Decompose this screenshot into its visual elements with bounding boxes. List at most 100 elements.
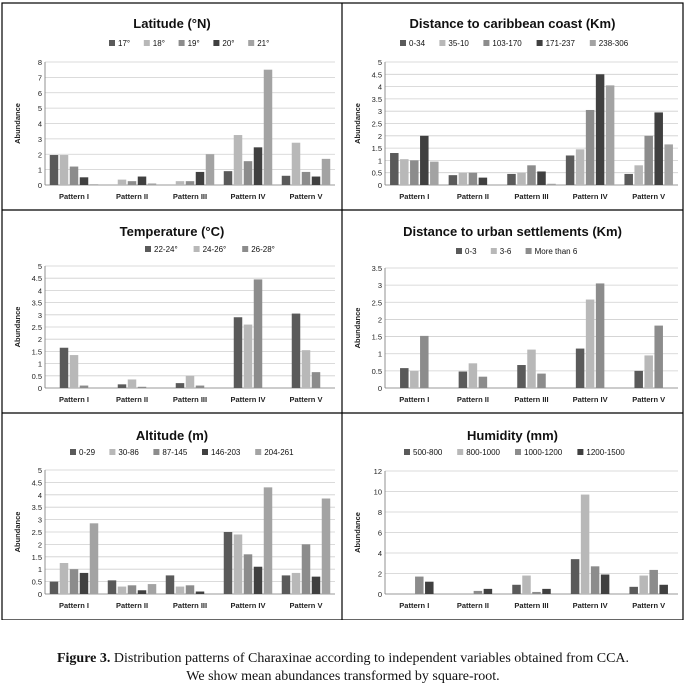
bar-pattern-iii-24-26 [185,375,195,388]
chart-title: Distance to caribbean coast (Km) [410,16,616,31]
bar-pattern-v-1200-1500 [659,584,668,594]
chart-title: Temperature (°C) [120,224,225,239]
legend-swatch-500-800 [404,449,410,455]
y-tick-label: 4.5 [32,478,42,487]
bar-pattern-iii-0-34 [507,173,516,185]
x-tick-label: Pattern III [173,192,207,201]
y-tick-label: 2.5 [32,323,42,332]
legend-label-238-306: 238-306 [599,39,629,48]
bar-pattern-iii-500-800 [512,584,521,594]
bar-pattern-ii-204-261 [147,584,157,594]
bar-pattern-i-0-3 [400,368,409,388]
x-tick-label: Pattern II [116,192,148,201]
y-tick-label: 1 [38,166,42,175]
bar-pattern-iv-21 [263,69,273,185]
chart-title: Altitude (m) [136,428,208,443]
bar-pattern-i-171-237 [420,135,429,185]
bar-pattern-i-19 [69,166,79,185]
x-tick-label: Pattern II [457,601,489,610]
x-tick-label: Pattern V [632,192,665,201]
y-tick-label: 0 [378,590,382,599]
bar-pattern-ii-24-26 [127,379,137,388]
bar-pattern-iv-1200-1500 [600,574,610,594]
caption-label: Figure 3. [56,651,111,666]
y-tick-label: 4 [38,286,42,295]
bar-pattern-v-26-28 [311,372,321,388]
legend-swatch-800-1000 [457,449,464,455]
x-tick-label: Pattern II [457,395,489,404]
legend-swatch-17 [109,40,115,46]
bar-pattern-iv-35-10 [575,149,585,185]
legend-swatch-0-29 [70,449,76,455]
bar-pattern-v-19 [301,171,311,185]
bar-pattern-v-1000-1200 [649,569,658,594]
y-tick-label: 8 [378,508,382,517]
bar-pattern-iii-0-29 [165,575,175,594]
bar-pattern-v-18 [291,142,301,185]
bar-pattern-iii-146-203 [195,591,205,594]
bar-pattern-iii-800-1000 [522,575,531,594]
y-axis-label: Abundance [13,307,22,348]
legend-swatch-18 [143,40,150,46]
y-tick-label: 1.5 [32,553,42,562]
bar-pattern-ii-19 [127,181,137,185]
x-tick-label: Pattern I [59,395,89,404]
bar-pattern-ii-87-145 [127,585,137,594]
bar-pattern-i-35-10 [400,159,409,185]
legend-label-22-24: 22-24° [154,245,178,254]
x-tick-label: Pattern I [399,192,429,201]
y-axis-label: Abundance [353,308,362,349]
legend-label-171-237: 171-237 [546,39,576,48]
bar-pattern-iii-22-24 [175,383,185,388]
x-tick-label: Pattern IV [230,601,265,610]
legend-label-17: 17° [118,39,130,48]
x-tick-label: Pattern III [514,601,548,610]
y-tick-label: 1.5 [372,333,382,342]
legend-swatch-0-3 [456,248,462,254]
legend-swatch-more-than-6 [525,248,532,254]
bar-pattern-ii-1200-1500 [483,588,493,594]
legend-label-0-34: 0-34 [409,39,426,48]
y-tick-label: 0.5 [32,578,42,587]
bar-pattern-v-21 [321,158,331,185]
x-tick-label: Pattern I [59,192,89,201]
legend-swatch-3-6 [490,248,497,254]
legend-label-18: 18° [153,39,165,48]
bar-pattern-i-0-29 [49,581,59,594]
y-tick-label: 3 [378,107,382,116]
bar-pattern-iii-35-10 [517,172,526,185]
bar-pattern-iv-22-24 [233,317,243,388]
legend-swatch-204-261 [255,449,262,455]
y-tick-label: 3 [38,311,42,320]
bar-pattern-v-0-3 [634,370,643,388]
x-tick-label: Pattern V [290,601,323,610]
chart-panel-1: Latitude (°N)17° 18° 19° 20° 21° 0 1 2 3 4 5 6 7 8 Abu… [13,16,335,201]
bar-pattern-v-35-10 [634,165,643,185]
x-tick-label: Pattern III [514,192,548,201]
caption-line-1: Distribution patterns of Charaxinae acco… [110,651,630,666]
y-tick-label: 4 [378,83,382,92]
y-tick-label: 2 [38,335,42,344]
legend-label-87-145: 87-145 [162,448,187,457]
bar-pattern-v-0-34 [624,173,633,185]
legend-swatch-24-26 [193,246,200,252]
bar-pattern-v-24-26 [301,350,311,388]
bar-pattern-v-500-800 [629,586,638,594]
bar-pattern-v-204-261 [321,498,331,594]
x-tick-label: Pattern V [290,192,323,201]
x-tick-label: Pattern II [116,395,148,404]
y-tick-label: 3.5 [32,299,42,308]
bar-pattern-iv-87-145 [243,554,253,594]
bar-pattern-iv-3-6 [585,299,595,388]
bar-pattern-ii-35-10 [458,172,468,185]
bar-pattern-ii-21 [147,183,157,185]
bar-pattern-iii-87-145 [185,585,195,594]
y-tick-label: 4 [38,120,42,129]
bar-pattern-iv-1000-1200 [590,566,600,594]
y-tick-label: 3 [378,281,382,290]
y-tick-label: 2 [378,132,382,141]
x-tick-label: Pattern IV [230,192,265,201]
bar-pattern-i-more-than-6 [420,335,429,388]
bar-pattern-iv-more-than-6 [595,283,605,388]
bar-pattern-iii-30-86 [175,586,185,594]
